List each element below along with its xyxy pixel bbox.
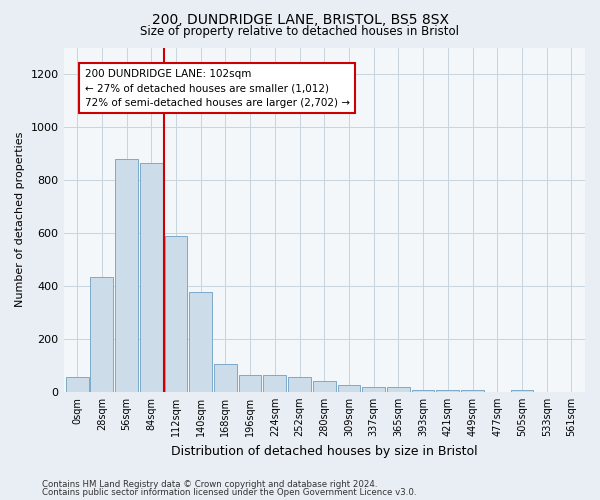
Bar: [461, 390, 484, 392]
Text: Contains public sector information licensed under the Open Government Licence v3: Contains public sector information licen…: [42, 488, 416, 497]
Bar: [190, 292, 212, 392]
Y-axis label: Number of detached properties: Number of detached properties: [15, 132, 25, 308]
Bar: [436, 390, 459, 392]
Bar: [263, 374, 286, 392]
Bar: [412, 390, 434, 392]
Bar: [214, 364, 237, 392]
Bar: [511, 390, 533, 392]
Bar: [239, 374, 262, 392]
Bar: [66, 377, 89, 392]
Bar: [387, 386, 410, 392]
Text: Contains HM Land Registry data © Crown copyright and database right 2024.: Contains HM Land Registry data © Crown c…: [42, 480, 377, 489]
Bar: [115, 158, 138, 392]
Bar: [338, 385, 361, 392]
Bar: [164, 236, 187, 392]
Bar: [288, 377, 311, 392]
Text: 200 DUNDRIDGE LANE: 102sqm
← 27% of detached houses are smaller (1,012)
72% of s: 200 DUNDRIDGE LANE: 102sqm ← 27% of deta…: [85, 68, 350, 108]
X-axis label: Distribution of detached houses by size in Bristol: Distribution of detached houses by size …: [171, 444, 478, 458]
Text: Size of property relative to detached houses in Bristol: Size of property relative to detached ho…: [140, 25, 460, 38]
Bar: [362, 386, 385, 392]
Bar: [313, 381, 335, 392]
Bar: [140, 162, 163, 392]
Text: 200, DUNDRIDGE LANE, BRISTOL, BS5 8SX: 200, DUNDRIDGE LANE, BRISTOL, BS5 8SX: [151, 12, 449, 26]
Bar: [91, 276, 113, 392]
